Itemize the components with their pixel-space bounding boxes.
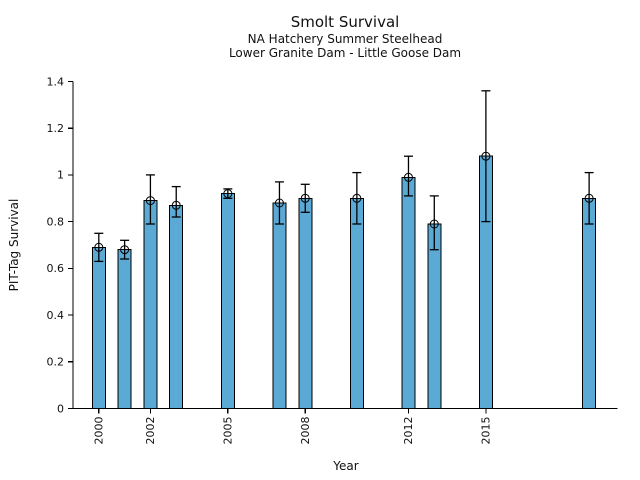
bar-2013 bbox=[427, 223, 442, 409]
y-tick-label-1: 1 bbox=[57, 169, 64, 182]
y-tick-label-0.2: 0.2 bbox=[47, 356, 65, 369]
marker-2001 bbox=[120, 245, 130, 255]
bar-2007 bbox=[272, 202, 287, 409]
bar-2001 bbox=[117, 249, 132, 409]
marker-2007 bbox=[274, 198, 284, 208]
marker-2015 bbox=[481, 151, 491, 161]
x-tick-label-2012: 2012 bbox=[402, 417, 415, 445]
y-tick-label-0: 0 bbox=[57, 402, 64, 415]
marker-2008 bbox=[300, 193, 310, 203]
bar-2002 bbox=[143, 200, 158, 409]
marker-2005 bbox=[223, 189, 233, 199]
bar-2010 bbox=[349, 197, 364, 409]
bar-2012 bbox=[401, 176, 416, 409]
x-tick-label-2008: 2008 bbox=[299, 417, 312, 445]
marker-2019 bbox=[584, 193, 594, 203]
marker-2000 bbox=[94, 242, 104, 252]
y-axis-label: PIT-Tag Survival bbox=[7, 198, 21, 292]
marker-2012 bbox=[403, 172, 413, 182]
y-tick-label-0.4: 0.4 bbox=[47, 309, 65, 322]
chart-subtitle-line1: NA Hatchery Summer Steelhead bbox=[247, 32, 443, 46]
y-tick-label-1.2: 1.2 bbox=[47, 122, 65, 135]
bar-2008 bbox=[298, 197, 313, 409]
x-tick-label-2005: 2005 bbox=[221, 417, 234, 445]
x-tick-label-2015: 2015 bbox=[479, 417, 492, 445]
marker-2010 bbox=[352, 193, 362, 203]
marker-2003 bbox=[171, 200, 181, 210]
bar-2000 bbox=[91, 246, 106, 409]
bar-2019 bbox=[582, 197, 597, 409]
y-tick-label-0.8: 0.8 bbox=[47, 215, 65, 228]
y-tick-label-1.4: 1.4 bbox=[47, 75, 65, 88]
chart-title: Smolt Survival bbox=[290, 13, 400, 31]
marker-2013 bbox=[429, 219, 439, 229]
bar-2005 bbox=[220, 193, 235, 409]
x-axis-label: Year bbox=[333, 459, 359, 473]
x-tick-label-2000: 2000 bbox=[92, 417, 105, 445]
marker-2002 bbox=[145, 196, 155, 206]
y-tick-label-0.6: 0.6 bbox=[47, 262, 65, 275]
chart-subtitle-line2: Lower Granite Dam - Little Goose Dam bbox=[228, 46, 462, 60]
bar-2003 bbox=[169, 204, 184, 409]
x-tick-label-2002: 2002 bbox=[144, 417, 157, 445]
